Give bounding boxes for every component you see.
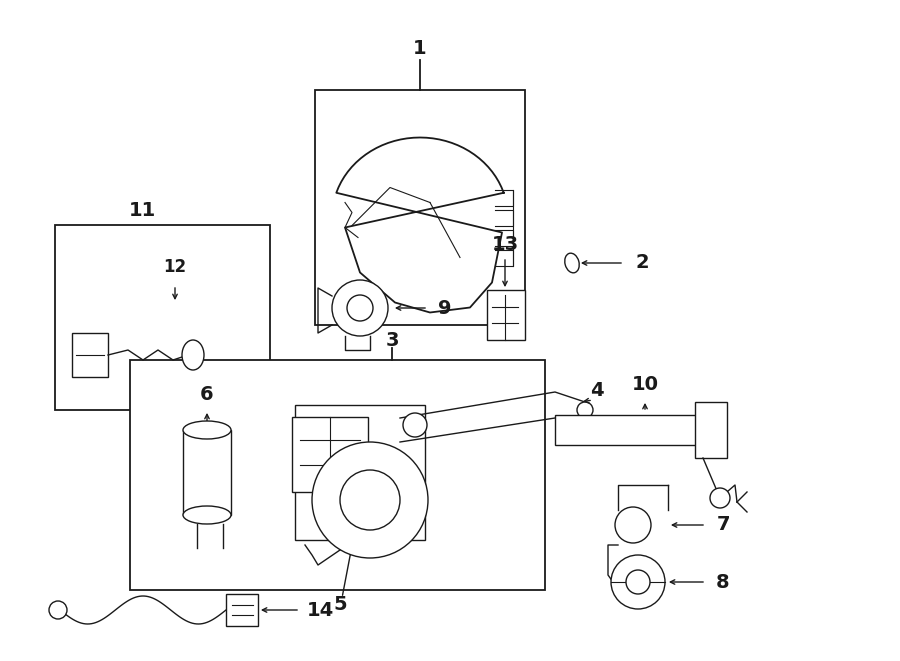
Circle shape [332, 280, 388, 336]
Ellipse shape [183, 506, 231, 524]
Text: 13: 13 [491, 235, 518, 254]
Ellipse shape [182, 340, 204, 370]
Text: 5: 5 [333, 596, 346, 615]
Text: 4: 4 [590, 381, 604, 399]
Bar [295, 405, 425, 540]
Circle shape [615, 507, 651, 543]
Ellipse shape [577, 402, 593, 418]
Circle shape [611, 555, 665, 609]
Text: 3: 3 [385, 330, 399, 350]
Circle shape [347, 295, 373, 321]
Bar [292, 417, 368, 492]
Text: 2: 2 [635, 254, 649, 272]
Text: 1: 1 [413, 38, 427, 58]
Text: 9: 9 [438, 299, 452, 317]
Text: 8: 8 [716, 572, 730, 592]
Text: 12: 12 [164, 258, 186, 276]
Bar [555, 415, 700, 445]
Circle shape [49, 601, 67, 619]
Circle shape [312, 442, 428, 558]
Bar [226, 594, 258, 626]
Bar [183, 430, 231, 515]
Text: 7: 7 [716, 516, 730, 535]
Circle shape [340, 470, 400, 530]
Bar [695, 402, 727, 458]
Circle shape [626, 570, 650, 594]
Text: 10: 10 [632, 375, 659, 395]
Bar [55, 225, 270, 410]
Bar [130, 360, 545, 590]
Text: 14: 14 [306, 600, 334, 619]
Ellipse shape [183, 421, 231, 439]
Text: 11: 11 [129, 200, 156, 219]
Bar [315, 90, 525, 325]
Bar [72, 333, 108, 377]
Ellipse shape [565, 253, 580, 273]
Bar [487, 290, 525, 340]
Circle shape [403, 413, 427, 437]
Text: 6: 6 [200, 385, 214, 405]
Circle shape [710, 488, 730, 508]
